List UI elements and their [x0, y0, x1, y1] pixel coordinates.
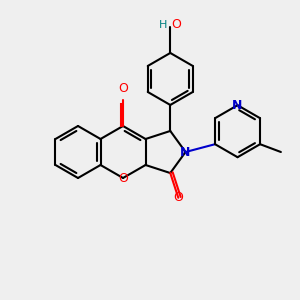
Text: O: O	[171, 19, 181, 32]
Text: O: O	[118, 172, 128, 184]
Text: O: O	[173, 191, 183, 204]
Text: N: N	[232, 99, 243, 112]
Text: N: N	[180, 146, 191, 158]
Text: O: O	[118, 82, 128, 95]
Text: H: H	[159, 20, 167, 30]
